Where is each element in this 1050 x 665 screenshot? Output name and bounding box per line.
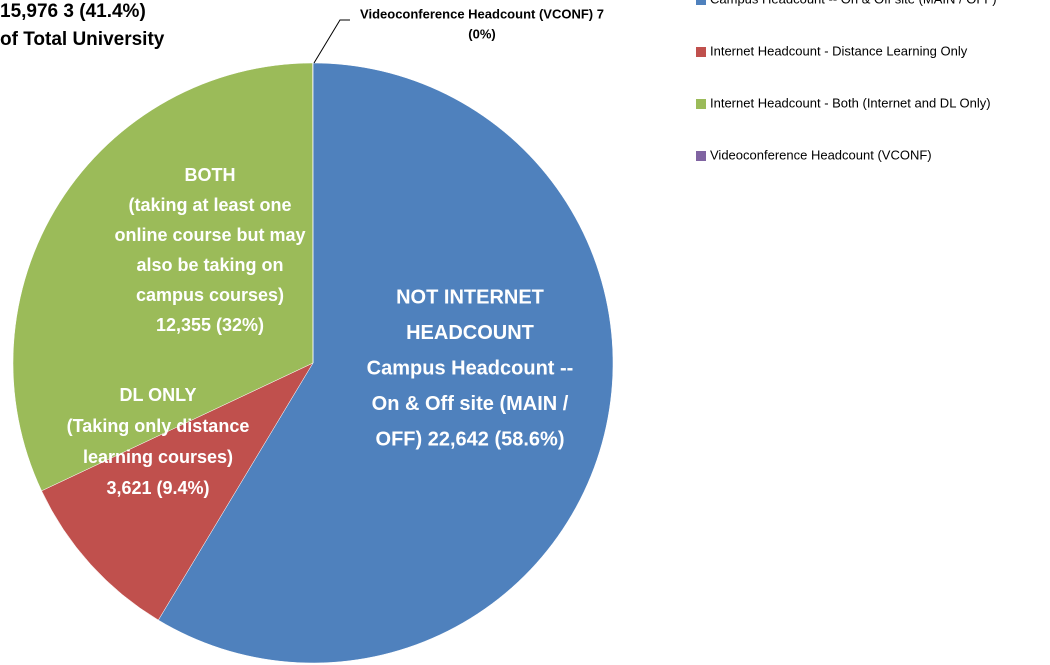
data-label: 12,355 (32%) (156, 315, 264, 335)
data-label: (0%) (468, 26, 495, 41)
data-label: (Taking only distance (67, 416, 250, 436)
data-label: (taking at least one (128, 195, 291, 215)
pie-slice (12, 62, 314, 492)
legend-label: Internet Headcount - Both (Internet and … (710, 95, 991, 110)
data-label: BOTH (185, 165, 236, 185)
data-label: OFF) 22,642 (58.6%) (376, 428, 565, 450)
legend-label: Videoconference Headcount (VCONF) (710, 147, 932, 162)
data-label: campus courses) (136, 285, 284, 305)
data-label: online course but may (114, 225, 305, 245)
data-label: DL ONLY (119, 385, 196, 405)
data-label: Campus Headcount -- (367, 357, 574, 379)
legend-swatch (696, 0, 706, 5)
data-label: HEADCOUNT (406, 322, 534, 344)
data-label: learning courses) (83, 447, 233, 467)
data-label: Videoconference Headcount (VCONF) 7 (360, 6, 604, 21)
annotation: 15,976 3 (41.4%) (0, 1, 146, 22)
legend-label: Internet Headcount - Distance Learning O… (710, 43, 968, 58)
pie-slice (41, 362, 314, 621)
annotation: of Total University (0, 29, 165, 50)
pie-slice (158, 62, 614, 664)
legend-swatch (696, 47, 706, 57)
data-label: On & Off site (MAIN / (372, 393, 569, 415)
data-label: 3,621 (9.4%) (106, 478, 209, 498)
legend-label: Campus Headcount -- On & Off site (MAIN … (710, 0, 997, 6)
legend-swatch (696, 151, 706, 161)
data-label: NOT INTERNET (396, 286, 544, 308)
legend-swatch (696, 99, 706, 109)
data-label: also be taking on (136, 255, 283, 275)
leader-line (313, 19, 350, 64)
